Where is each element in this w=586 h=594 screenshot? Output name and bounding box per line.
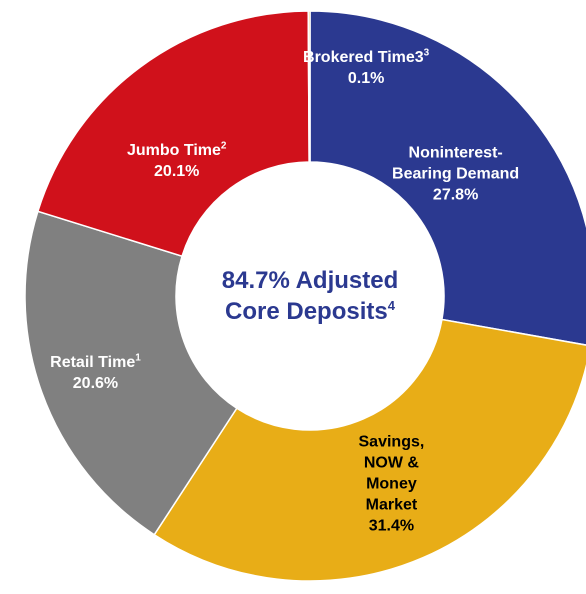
- slice-value: 0.1%: [347, 69, 385, 87]
- slice-value: 27.8%: [432, 186, 479, 204]
- center-label: 84.7% Adjusted Core Deposits4: [222, 265, 399, 327]
- slice-name-line: Noninterest-: [408, 144, 503, 162]
- slice-label-2: Retail Time1 20.6%: [50, 352, 141, 394]
- center-label-line2: Core Deposits4: [225, 298, 395, 325]
- slice-name-line: Retail Time1: [50, 352, 141, 372]
- slice-footnote: 3: [423, 47, 430, 59]
- slice-1: [153, 318, 586, 582]
- slice-label-3: Jumbo Time2 20.1%: [127, 140, 227, 182]
- slice-value: 31.4%: [368, 517, 415, 535]
- slice-name-line: Money: [366, 475, 417, 493]
- slice-label-4: Brokered Time33 0.1%: [303, 47, 429, 89]
- slice-value: 20.1%: [154, 162, 200, 180]
- center-label-line1: 84.7% Adjusted: [221, 267, 399, 294]
- center-footnote: 4: [387, 298, 395, 313]
- slice-footnote: 2: [220, 140, 227, 152]
- slice-label-0: Noninterest- Bearing Demand 27.8%: [392, 142, 519, 205]
- slice-label-1: Savings, NOW & Money Market 31.4%: [359, 432, 425, 537]
- slice-name-line: Bearing Demand: [392, 165, 520, 183]
- slice-name-line: Jumbo Time2: [126, 140, 227, 159]
- slice-footnote: 1: [135, 352, 141, 364]
- slice-2: [24, 210, 238, 536]
- slice-name-line: Savings,: [358, 433, 425, 451]
- slice-4: [307, 10, 311, 163]
- slice-name-line: NOW &: [363, 454, 419, 472]
- slice-name-line: Brokered Time33: [303, 47, 430, 66]
- slice-0: [309, 10, 586, 346]
- slice-name-line: Market: [365, 496, 418, 514]
- slice-3: [36, 10, 310, 258]
- slice-value: 20.6%: [72, 375, 119, 393]
